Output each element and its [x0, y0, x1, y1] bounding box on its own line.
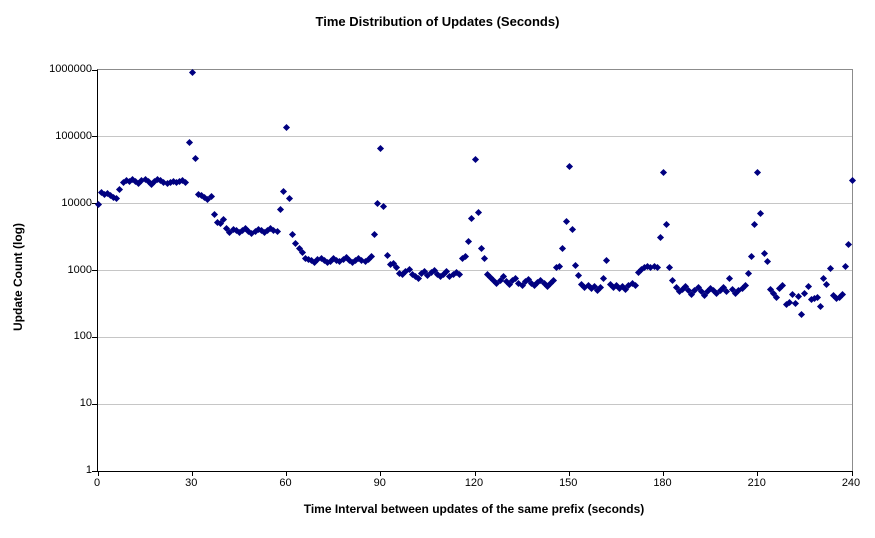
x-tick-label: 240: [841, 477, 861, 489]
x-tick: [380, 471, 382, 476]
x-tick-label: 30: [185, 477, 198, 489]
x-tick: [286, 471, 287, 476]
data-point: [377, 144, 385, 152]
data-point: [286, 195, 294, 203]
x-tick: [568, 471, 570, 476]
gridline: [98, 403, 852, 405]
x-tick: [757, 471, 759, 476]
data-point: [575, 271, 583, 279]
data-point: [725, 274, 734, 282]
x-axis-label: Time Interval between updates of the sam…: [303, 502, 645, 516]
data-point: [842, 262, 850, 270]
y-tick-label: 10000: [61, 196, 92, 209]
y-tick: [92, 69, 98, 71]
y-tick-label: 1000000: [49, 63, 92, 75]
x-tick: [97, 471, 99, 476]
y-tick: [92, 470, 98, 472]
data-point: [471, 155, 479, 163]
data-point: [559, 244, 567, 252]
data-point: [757, 209, 765, 217]
x-tick: [474, 471, 476, 476]
data-point: [370, 230, 378, 238]
y-tick: [92, 403, 98, 405]
data-point: [791, 299, 799, 307]
gridline: [98, 270, 852, 271]
data-point: [182, 178, 190, 186]
data-point: [817, 302, 825, 310]
data-point: [465, 238, 473, 246]
y-tick-label: 1: [85, 464, 92, 476]
data-point: [562, 218, 570, 226]
data-point: [568, 225, 576, 234]
data-point: [571, 261, 580, 269]
data-point: [474, 208, 482, 216]
data-point: [823, 280, 831, 288]
data-point: [603, 257, 611, 265]
plot-area: [92, 68, 856, 476]
data-point: [185, 138, 193, 146]
data-point: [747, 252, 755, 261]
data-point: [744, 270, 752, 278]
data-point: [631, 281, 639, 289]
data-point: [656, 234, 664, 242]
data-point: [477, 245, 485, 253]
x-tick: [851, 471, 853, 476]
y-tick-label: 1000: [67, 263, 92, 276]
data-point: [116, 185, 124, 193]
data-point: [273, 228, 281, 236]
y-tick: [92, 336, 98, 338]
data-point: [480, 255, 488, 263]
data-point: [279, 188, 287, 196]
x-tick-label: 210: [747, 477, 766, 489]
data-point: [760, 249, 768, 257]
x-tick-label: 120: [464, 477, 484, 489]
data-point: [383, 252, 391, 260]
data-point: [188, 68, 196, 76]
y-tick-label: 10: [79, 397, 92, 410]
data-point: [282, 123, 291, 131]
y-tick: [92, 270, 98, 271]
gridline: [98, 336, 852, 338]
x-tick-label: 0: [93, 477, 101, 489]
y-axis-label: Update Count (log): [11, 223, 25, 331]
data-point: [804, 283, 812, 291]
data-point: [773, 293, 781, 301]
data-point: [663, 220, 671, 228]
data-point: [210, 210, 218, 218]
data-point: [763, 258, 771, 266]
x-tick: [191, 471, 193, 476]
x-tick-label: 150: [559, 477, 578, 489]
data-point: [289, 230, 297, 238]
x-tick: [663, 471, 664, 476]
chart-title: Time Distribution of Updates (Seconds): [315, 14, 560, 29]
data-point: [455, 271, 463, 279]
data-point: [659, 169, 668, 177]
data-point: [751, 220, 759, 228]
data-point: [565, 162, 573, 171]
data-point: [600, 274, 608, 282]
data-point: [191, 154, 199, 162]
gridline: [98, 136, 852, 138]
x-tick-label: 60: [279, 477, 292, 489]
data-point: [94, 200, 102, 208]
x-tick-label: 180: [653, 477, 672, 489]
data-point: [113, 195, 121, 203]
data-point: [848, 177, 856, 185]
data-point: [801, 289, 809, 297]
y-tick-label: 100: [73, 330, 92, 343]
y-tick-label: 100000: [55, 129, 92, 142]
data-point: [826, 264, 834, 273]
data-point: [798, 310, 806, 318]
x-tick-label: 90: [373, 477, 386, 489]
data-point: [468, 214, 476, 223]
data-point: [845, 240, 853, 249]
y-tick: [92, 136, 98, 138]
gridline: [98, 203, 852, 205]
data-point: [754, 169, 762, 177]
data-point: [276, 205, 284, 213]
